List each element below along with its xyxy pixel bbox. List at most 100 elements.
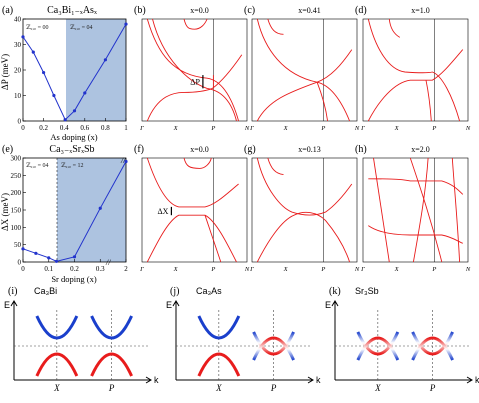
- band-curve: [204, 215, 222, 263]
- panel-e-title: Ca₃₋ₓSrₓSb: [49, 144, 94, 155]
- data-point: [21, 35, 25, 39]
- conduction-band-inverted: [356, 331, 400, 356]
- kpoint-label: P: [210, 125, 215, 132]
- band-curve: [256, 18, 351, 122]
- band-panel-title: x=1.0: [411, 6, 430, 15]
- panel-e-data: [21, 159, 128, 263]
- data-point: [72, 255, 77, 259]
- conduction-band: [197, 315, 241, 340]
- schematic-i: (i) Ca₃Bi Ek X P: [4, 286, 159, 393]
- gap-label: ΔX: [157, 207, 168, 216]
- band-curve: [388, 18, 401, 38]
- valence-band: [197, 352, 241, 377]
- momentum-axis-label: k: [316, 375, 321, 385]
- panel-e: (e) Ca₃₋ₓSrₓSb ℤ₂,₀ = 04 ℤ₂,₀ = 12 // //…: [0, 144, 128, 284]
- band-panel-title: x=2.0: [411, 145, 430, 154]
- xtick-label: 0.8: [101, 124, 110, 132]
- band-curve: [368, 225, 463, 244]
- data-point: [103, 58, 107, 62]
- schematic-tag: (j): [170, 286, 179, 297]
- band-curve: [183, 18, 208, 30]
- panel-a-title: Ca₃Bi₁₋ₓAsₓ: [47, 5, 97, 16]
- band-curve: [409, 157, 443, 263]
- xtick-label: 0.2: [70, 265, 79, 273]
- momentum-axis-arrow: [145, 376, 152, 384]
- schematic-title: Ca₃As: [196, 286, 222, 296]
- schematic-panels: (i) Ca₃Bi Ek X P (j) Ca₃As Ek X P (k) Sr₃Sb Ek X P: [4, 286, 479, 393]
- ytick-label: 50: [14, 241, 22, 249]
- ytick-label: 150: [11, 207, 22, 215]
- kpoint-label: N: [244, 125, 250, 132]
- panel-e-ylabel: ΔX (meV): [0, 193, 10, 231]
- band-panel-f: (f) x=0.0 Γ X P N ΔX: [134, 144, 250, 273]
- band-curve: [146, 18, 240, 122]
- data-point: [31, 50, 35, 54]
- ytick-label: 100: [11, 224, 22, 232]
- band-curve: [267, 18, 284, 35]
- kpoint-label: N: [354, 266, 360, 273]
- energy-axis-arrow: [172, 300, 180, 307]
- ytick-label: 300: [11, 155, 22, 163]
- band-curve: [256, 49, 353, 122]
- xtick-label: 0.6: [80, 124, 89, 132]
- band-panel-title: x=0.0: [190, 145, 209, 154]
- momentum-axis-arrow: [466, 376, 473, 384]
- conduction-band-inverted: [411, 331, 454, 356]
- valence-band: [90, 352, 133, 377]
- band-curve: [146, 157, 239, 208]
- band-panel-c: (c) x=0.41 Γ X P N: [244, 5, 360, 132]
- energy-axis-label: E: [166, 300, 172, 310]
- panel-e-xlabel: Sr doping (x): [51, 274, 97, 284]
- band-panel-tag: (c): [244, 5, 255, 16]
- band-panel-tag: (b): [134, 5, 146, 16]
- band-panel-tag: (h): [355, 144, 367, 155]
- kpoint-label: N: [465, 125, 471, 132]
- kpoint-label: Γ: [360, 266, 365, 273]
- band-panel-frame: [251, 18, 358, 122]
- kpoint-label: X: [283, 266, 289, 273]
- band-panel-tag: (f): [134, 144, 144, 155]
- schematic-title: Ca₃Bi: [34, 286, 57, 296]
- panel-e-shaded-region: [57, 158, 126, 262]
- schematic-title: Sr₃Sb: [355, 286, 379, 296]
- energy-axis-label: E: [325, 300, 331, 310]
- data-point: [124, 159, 128, 164]
- valence-band: [35, 352, 79, 377]
- data-point: [83, 91, 87, 95]
- conduction-band: [90, 315, 133, 340]
- kpoint-label: Γ: [249, 125, 254, 132]
- band-curve: [256, 211, 351, 263]
- energy-axis-arrow: [10, 300, 18, 307]
- gap-label: ΔP: [190, 78, 200, 87]
- kpoint-label: P: [210, 266, 215, 273]
- kpoint-label: P: [320, 266, 325, 273]
- xtick-label: 0.1: [44, 265, 53, 273]
- kpoint-label: P: [431, 266, 436, 273]
- panel-a-z2-left: ℤ₂,₀ = 00: [26, 24, 48, 31]
- schematic-k: (k) Sr₃Sb Ek X P: [325, 286, 479, 393]
- valence-band-inverted: [252, 336, 295, 361]
- data-point: [42, 70, 46, 75]
- xtick-label: 0.3: [96, 265, 105, 273]
- schematic-tag: (k): [329, 286, 341, 297]
- kpoint-label: X: [173, 266, 179, 273]
- xtick-label: 2: [124, 265, 128, 273]
- data-point: [52, 93, 56, 98]
- kpoint-label: X: [394, 125, 400, 132]
- panel-a-ylabel: ΔP (meV): [0, 54, 10, 90]
- band-panel-g: (g) x=0.13 Γ X P N: [244, 144, 360, 273]
- kpoint-label: Γ: [249, 266, 254, 273]
- band-curve: [451, 157, 461, 263]
- kpoint-label: N: [465, 266, 471, 273]
- ytick-label: 20: [14, 67, 22, 75]
- ytick-label: 40: [14, 16, 22, 24]
- band-curve: [373, 157, 390, 263]
- band-panel-frame: [251, 157, 358, 263]
- panel-a-yticks: 0 10 20 30 40: [14, 16, 26, 126]
- band-panel-frame: [141, 157, 248, 263]
- valence-band-inverted: [356, 336, 400, 361]
- band-curve: [146, 214, 237, 263]
- band-curve: [256, 157, 353, 216]
- panel-e-xticks: 0 0.1 0.2 0.3 2: [21, 259, 128, 273]
